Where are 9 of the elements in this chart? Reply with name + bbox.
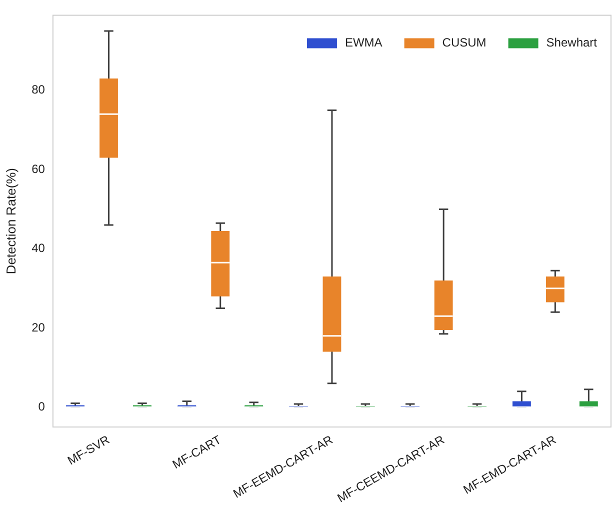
y-tick-label: 60 [32,162,46,176]
y-tick-label: 80 [32,82,46,97]
legend-label: Shewhart [546,36,598,50]
y-tick-label: 20 [32,320,46,334]
y-axis-title: Detection Rate(%) [3,168,18,274]
y-tick-label: 40 [32,241,46,256]
legend-label: EWMA [344,36,382,50]
legend-label: CUSUM [442,36,486,50]
y-tick-label: 0 [38,399,46,414]
